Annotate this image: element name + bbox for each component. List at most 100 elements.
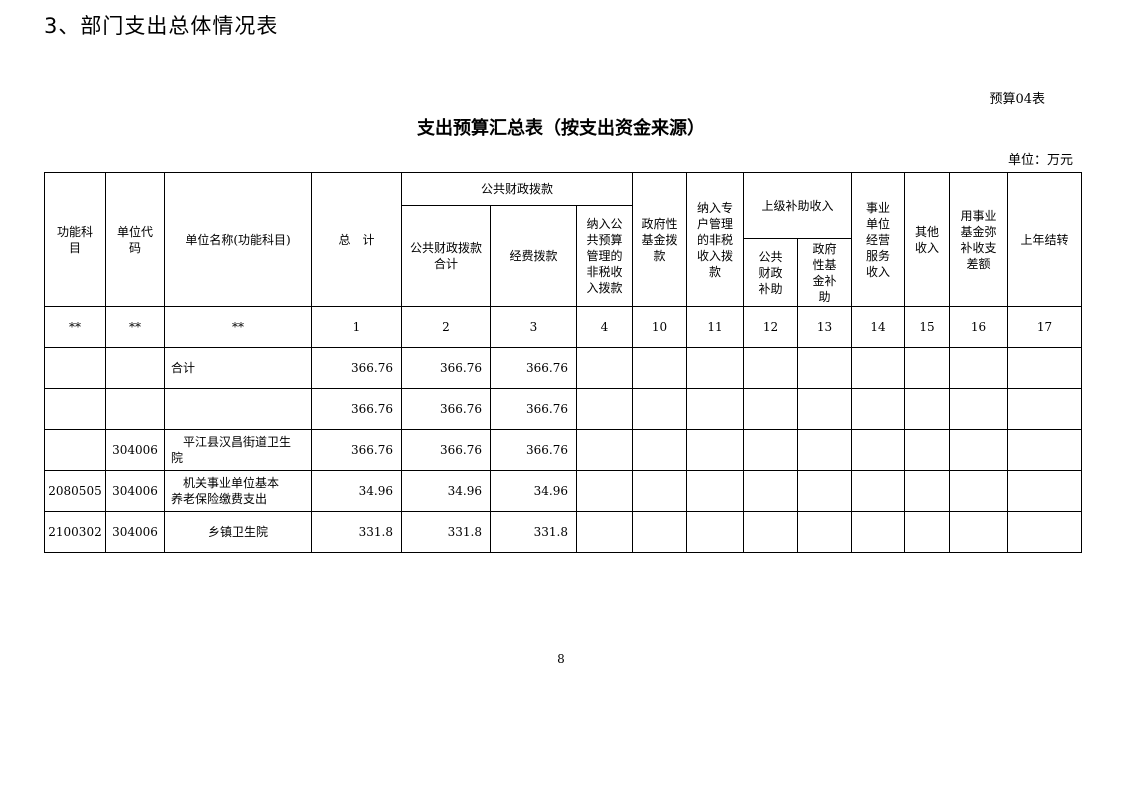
- cell-func: [44, 347, 106, 389]
- cell-empty: [1007, 347, 1083, 389]
- cell-funding: 366.76: [490, 429, 577, 471]
- header-other: 其他 收入: [904, 172, 951, 307]
- header-gov-fund: 政府性 基金拨 款: [632, 172, 687, 307]
- cell-name: 平江县汉昌街道卫生 院: [164, 429, 312, 471]
- cell-empty: [743, 388, 798, 430]
- index-cell: 10: [632, 306, 687, 348]
- cell-empty: [904, 511, 951, 553]
- cell-total: 366.76: [311, 388, 402, 430]
- cell-empty: [904, 470, 951, 512]
- cell-total: 331.8: [311, 511, 402, 553]
- cell-empty: [851, 347, 906, 389]
- cell-empty: [796, 347, 853, 389]
- cell-funding: 331.8: [490, 511, 577, 553]
- cell-empty: [686, 470, 744, 512]
- cell-empty: [632, 470, 687, 512]
- header-carryover: 上年结转: [1007, 172, 1083, 307]
- cell-empty: [576, 470, 633, 512]
- table-title: 支出预算汇总表（按支出资金来源）: [417, 118, 705, 139]
- cell-empty: [576, 429, 633, 471]
- cell-func: 2080505: [44, 470, 106, 512]
- cell-funding: 34.96: [490, 470, 577, 512]
- cell-empty: [632, 388, 687, 430]
- cell-empty: [686, 429, 744, 471]
- header-upper-group: 上级补助收入: [742, 172, 853, 239]
- cell-empty: [796, 511, 853, 553]
- header-public-total: 公共财政拨款 合计: [401, 205, 491, 307]
- cell-code: [105, 347, 165, 389]
- header-business: 事业 单位 经营 服务 收入: [851, 172, 906, 307]
- cell-empty: [632, 429, 687, 471]
- cell-empty: [949, 470, 1009, 512]
- header-upper-public: 公共 财政 补助: [743, 238, 798, 307]
- cell-code: 304006: [105, 511, 165, 553]
- index-cell: 4: [576, 306, 633, 348]
- cell-public-total: 366.76: [401, 388, 491, 430]
- header-code: 单位代 码: [105, 172, 165, 307]
- cell-empty: [1007, 388, 1083, 430]
- cell-empty: [851, 470, 906, 512]
- cell-total: 366.76: [311, 347, 402, 389]
- header-total: 总 计: [311, 172, 402, 307]
- unit-label: 单位：万元: [1007, 153, 1073, 168]
- index-cell: 16: [949, 306, 1009, 348]
- cell-name: 机关事业单位基本 养老保险缴费支出: [164, 470, 312, 512]
- table-number: 预算04表: [989, 92, 1045, 107]
- cell-empty: [743, 470, 798, 512]
- table-row: 304006 平江县汉昌街道卫生 院 366.76 366.76 366.76: [44, 429, 1083, 471]
- index-cell: 14: [851, 306, 906, 348]
- table-row: 合计 366.76 366.76 366.76: [44, 347, 1083, 389]
- cell-code: 304006: [105, 470, 165, 512]
- cell-total: 366.76: [311, 429, 402, 471]
- cell-name: 乡镇卫生院: [164, 511, 312, 553]
- index-cell: 17: [1007, 306, 1083, 348]
- cell-empty: [686, 347, 744, 389]
- cell-name: [164, 388, 312, 430]
- cell-empty: [796, 388, 853, 430]
- cell-empty: [851, 511, 906, 553]
- cell-public-total: 331.8: [401, 511, 491, 553]
- cell-empty: [686, 511, 744, 553]
- header-public-group: 公共财政拨款: [401, 172, 633, 206]
- cell-empty: [576, 347, 633, 389]
- cell-empty: [949, 388, 1009, 430]
- cell-func: [44, 388, 106, 430]
- index-cell: **: [105, 306, 165, 348]
- header-nontax-public: 纳入公 共预算 管理的 非税收 入拨款: [576, 205, 633, 307]
- header-funding: 经费拨款: [490, 205, 577, 307]
- cell-total: 34.96: [311, 470, 402, 512]
- cell-empty: [632, 511, 687, 553]
- cell-func: 2100302: [44, 511, 106, 553]
- cell-empty: [851, 388, 906, 430]
- index-cell: 11: [686, 306, 744, 348]
- cell-empty: [632, 347, 687, 389]
- cell-public-total: 366.76: [401, 347, 491, 389]
- cell-code: 304006: [105, 429, 165, 471]
- cell-empty: [1007, 470, 1083, 512]
- cell-empty: [1007, 429, 1083, 471]
- cell-empty: [949, 511, 1009, 553]
- cell-func: [44, 429, 106, 471]
- cell-empty: [796, 429, 853, 471]
- cell-empty: [904, 429, 951, 471]
- table-row: 366.76 366.76 366.76: [44, 388, 1083, 430]
- table-row: 2100302 304006 乡镇卫生院 331.8 331.8 331.8: [44, 511, 1083, 553]
- cell-empty: [796, 470, 853, 512]
- cell-empty: [686, 388, 744, 430]
- index-cell: 1: [311, 306, 402, 348]
- cell-empty: [949, 429, 1009, 471]
- cell-name: 合计: [164, 347, 312, 389]
- index-cell: 13: [796, 306, 853, 348]
- cell-public-total: 366.76: [401, 429, 491, 471]
- page-number: 8: [557, 652, 565, 666]
- section-heading: 3、部门支出总体情况表: [44, 14, 279, 38]
- cell-empty: [1007, 511, 1083, 553]
- cell-empty: [904, 347, 951, 389]
- index-cell: 3: [490, 306, 577, 348]
- header-upper-gov: 政府 性基 金补 助: [796, 238, 853, 307]
- header-func: 功能科 目: [44, 172, 106, 307]
- table-row: 2080505 304006 机关事业单位基本 养老保险缴费支出 34.96 34.9…: [44, 470, 1083, 512]
- cell-empty: [904, 388, 951, 430]
- index-row: ** ** ** 1 2 3 4 10 11 12 13 14 15 16 17: [44, 306, 1083, 348]
- expenditure-table: 功能科 目 单位代 码 单位名称(功能科目) 总 计 公共财政拨款 政府性 基金…: [44, 172, 1083, 553]
